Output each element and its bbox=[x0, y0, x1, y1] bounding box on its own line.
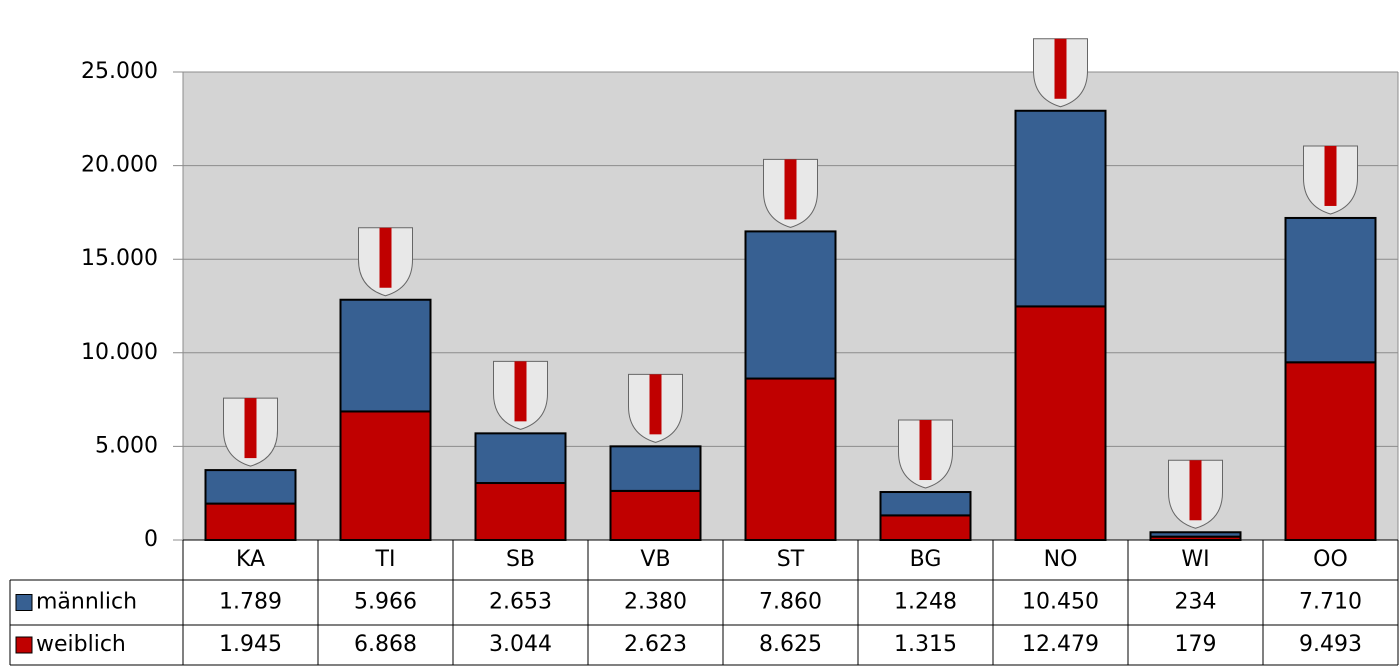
bar-segment bbox=[609, 489, 702, 541]
table-value: 1.315 bbox=[894, 632, 957, 657]
bar-segment bbox=[1284, 361, 1377, 541]
table-value: 2.653 bbox=[489, 590, 552, 615]
crest-band bbox=[1054, 38, 1067, 99]
table-value: 2.623 bbox=[624, 632, 687, 657]
table-value: 8.625 bbox=[759, 632, 822, 657]
bar-segment bbox=[1014, 109, 1107, 308]
table-value: 12.479 bbox=[1022, 632, 1099, 657]
bar-segment bbox=[474, 482, 567, 542]
crest-band bbox=[1324, 145, 1337, 206]
table-value: 179 bbox=[1175, 632, 1217, 657]
table-value: 7.860 bbox=[759, 590, 822, 615]
crest-band bbox=[244, 398, 257, 459]
bar-segment bbox=[879, 514, 972, 541]
table-value: 3.044 bbox=[489, 632, 552, 657]
y-tick-label: 15.000 bbox=[81, 246, 158, 271]
bar-segment bbox=[744, 377, 837, 542]
bar-segment bbox=[1149, 531, 1242, 538]
x-tick-label: OO bbox=[1313, 547, 1348, 572]
bar-segment bbox=[339, 410, 432, 541]
x-tick-label: NO bbox=[1044, 547, 1078, 572]
x-tick-label: VB bbox=[640, 547, 670, 572]
crest-band bbox=[649, 374, 662, 435]
table-value: 5.966 bbox=[354, 590, 417, 615]
table-value: 1.945 bbox=[219, 632, 282, 657]
bar-segment bbox=[204, 502, 297, 541]
y-tick-label: 5.000 bbox=[95, 433, 158, 458]
bar-segment bbox=[204, 469, 297, 505]
x-tick-label: KA bbox=[236, 547, 265, 572]
bar-segment bbox=[609, 445, 702, 492]
legend-swatch bbox=[15, 594, 33, 611]
bar-segment bbox=[339, 298, 432, 413]
legend-label: weiblich bbox=[36, 632, 126, 657]
y-tick-label: 0 bbox=[144, 527, 158, 552]
bar-segment bbox=[879, 491, 972, 517]
table-value: 9.493 bbox=[1299, 632, 1362, 657]
x-tick-label: TI bbox=[375, 547, 396, 572]
x-tick-label: WI bbox=[1181, 547, 1209, 572]
crest-band bbox=[784, 159, 797, 220]
table-value: 1.789 bbox=[219, 590, 282, 615]
table-value: 1.248 bbox=[894, 590, 957, 615]
crest-band bbox=[919, 420, 932, 481]
table-value: 7.710 bbox=[1299, 590, 1362, 615]
y-tick-label: 20.000 bbox=[81, 153, 158, 178]
x-tick-label: BG bbox=[910, 547, 942, 572]
x-tick-label: SB bbox=[506, 547, 535, 572]
table-value: 6.868 bbox=[354, 632, 417, 657]
y-tick-label: 25.000 bbox=[81, 59, 158, 84]
legend-label: männlich bbox=[36, 590, 137, 615]
crest-band bbox=[1189, 460, 1202, 521]
table-value: 2.380 bbox=[624, 590, 687, 615]
y-tick-label: 10.000 bbox=[81, 340, 158, 365]
x-tick-label: ST bbox=[777, 547, 805, 572]
bar-segment bbox=[474, 432, 567, 485]
table-value: 234 bbox=[1175, 590, 1217, 615]
bar-segment bbox=[1284, 216, 1377, 364]
legend-swatch bbox=[15, 636, 33, 654]
bar-segment bbox=[744, 230, 837, 380]
table-value: 10.450 bbox=[1022, 590, 1099, 615]
crest-band bbox=[379, 227, 392, 288]
crest-band bbox=[514, 361, 527, 422]
bar-segment bbox=[1014, 305, 1107, 541]
